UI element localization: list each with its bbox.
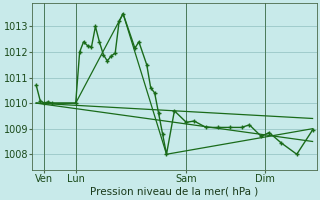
X-axis label: Pression niveau de la mer( hPa ): Pression niveau de la mer( hPa ) xyxy=(90,187,259,197)
